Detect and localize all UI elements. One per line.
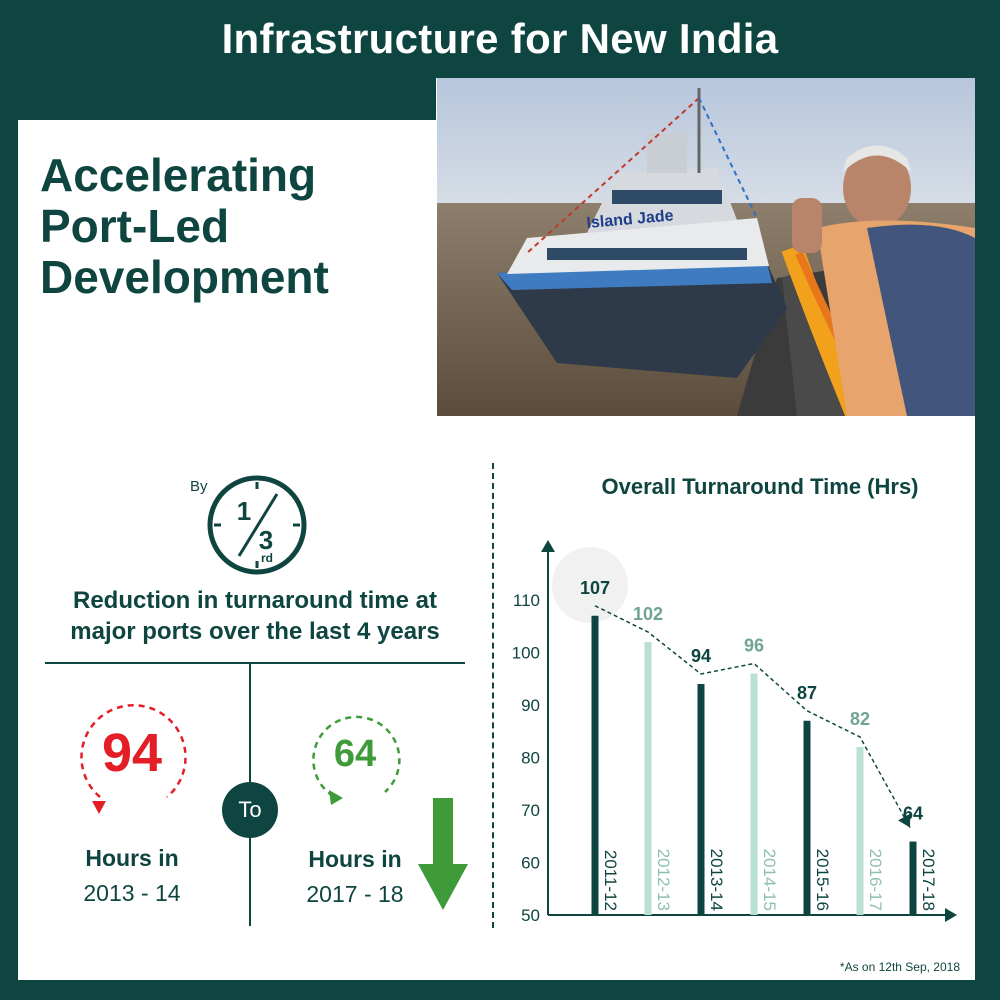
y-tick-label-1: 60	[521, 854, 540, 873]
value-label-2016-17: 82	[850, 709, 870, 729]
bar-2017-18	[909, 841, 917, 915]
header: Infrastructure for New India	[0, 0, 1000, 78]
trend-arrowhead	[898, 813, 911, 828]
y-tick-label-2: 70	[521, 801, 540, 820]
bar-2014-15	[750, 673, 758, 915]
headline-line-2: Port-Led	[40, 200, 230, 252]
y-tick-label-0: 50	[521, 906, 540, 925]
y-tick-label-3: 80	[521, 749, 540, 768]
cycle-arrow-icon-green	[312, 715, 401, 805]
from-hours-year: 2013 - 14	[83, 880, 181, 906]
category-label-2013-14: 2013-14	[707, 849, 726, 911]
headline: Accelerating Port-Led Development	[40, 150, 329, 303]
fraction-numerator: 1	[237, 496, 251, 526]
horizontal-divider	[45, 662, 465, 664]
fraction-suffix: rd	[261, 551, 273, 565]
category-label-2011-12: 2011-12	[601, 850, 620, 911]
reduction-text: Reduction in turnaround time at major po…	[70, 587, 440, 645]
category-label-2015-16: 2015-16	[813, 849, 832, 911]
to-hours-label: Hours in	[308, 846, 402, 872]
clock-icon: 1 3 rd	[207, 475, 307, 575]
value-label-2013-14: 94	[691, 646, 711, 666]
y-tick-label-4: 90	[521, 696, 540, 715]
category-label-2016-17: 2016-17	[866, 849, 885, 911]
category-label-2014-15: 2014-15	[760, 849, 779, 911]
y-tick-label-5: 100	[512, 644, 540, 663]
down-arrow-icon	[418, 798, 468, 910]
category-label-2017-18: 2017-18	[919, 849, 938, 911]
to-badge: To	[222, 782, 278, 838]
bar-2016-17	[856, 747, 864, 915]
headline-line-3: Development	[40, 251, 329, 303]
to-hours-year: 2017 - 18	[306, 881, 404, 907]
turnaround-bar-chart: 50 60 70 80 90 100 110 107 2011-12 102 2012-13 94 2…	[512, 540, 957, 925]
value-label-2014-15: 96	[744, 636, 764, 656]
value-label-2011-12: 107	[580, 578, 610, 598]
by-label: By	[190, 478, 208, 495]
bar-2012-13	[644, 642, 652, 915]
category-label-2012-13: 2012-13	[654, 849, 673, 911]
bar-2015-16	[803, 720, 811, 915]
chart-title: Overall Turnaround Time (Hrs)	[601, 474, 919, 499]
bar-2011-12	[591, 615, 599, 915]
trend-line	[594, 605, 911, 828]
page-title: Infrastructure for New India	[221, 15, 779, 62]
cycle-arrow-icon-red	[80, 704, 187, 814]
headline-line-1: Accelerating	[40, 149, 317, 201]
value-label-2015-16: 87	[797, 683, 817, 703]
value-label-2017-18: 64	[903, 804, 923, 824]
y-tick-label-6: 110	[513, 591, 540, 610]
bar-2013-14	[697, 684, 705, 915]
from-hours-label: Hours in	[85, 845, 179, 871]
fraction-denominator: 3	[259, 525, 273, 555]
from-hours-value: 94	[101, 723, 163, 783]
to-hours-value: 64	[333, 733, 377, 775]
value-label-2012-13: 102	[633, 604, 663, 624]
section-divider	[492, 463, 494, 928]
footnote: *As on 12th Sep, 2018	[839, 960, 960, 974]
ferry-photo: Island Jade	[437, 78, 975, 416]
